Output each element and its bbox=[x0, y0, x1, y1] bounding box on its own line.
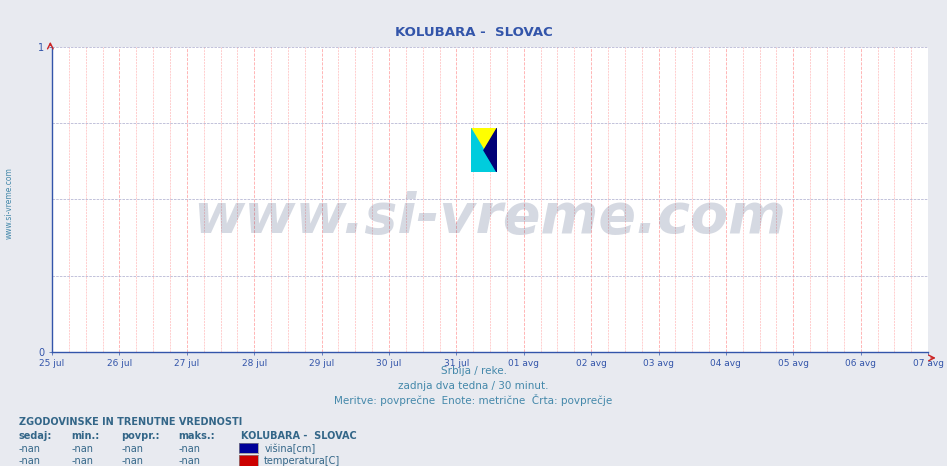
Text: Srbija / reke.: Srbija / reke. bbox=[440, 366, 507, 376]
Text: višina[cm]: višina[cm] bbox=[264, 444, 315, 454]
Text: KOLUBARA -  SLOVAC: KOLUBARA - SLOVAC bbox=[395, 26, 552, 39]
Text: -nan: -nan bbox=[121, 444, 143, 454]
Text: -nan: -nan bbox=[121, 456, 143, 466]
Text: www.si-vreme.com: www.si-vreme.com bbox=[5, 167, 14, 239]
Text: sedaj:: sedaj: bbox=[19, 431, 52, 441]
Text: -nan: -nan bbox=[19, 456, 41, 466]
Text: temperatura[C]: temperatura[C] bbox=[264, 456, 341, 466]
Text: -nan: -nan bbox=[178, 444, 200, 454]
Text: maks.:: maks.: bbox=[178, 431, 215, 441]
Text: -nan: -nan bbox=[71, 444, 93, 454]
Text: -nan: -nan bbox=[71, 456, 93, 466]
Polygon shape bbox=[484, 128, 497, 172]
Text: KOLUBARA -  SLOVAC: KOLUBARA - SLOVAC bbox=[241, 431, 357, 441]
Polygon shape bbox=[471, 128, 497, 172]
Text: ZGODOVINSKE IN TRENUTNE VREDNOSTI: ZGODOVINSKE IN TRENUTNE VREDNOSTI bbox=[19, 417, 242, 427]
Text: povpr.:: povpr.: bbox=[121, 431, 160, 441]
Polygon shape bbox=[471, 128, 497, 172]
Text: Meritve: povprečne  Enote: metrične  Črta: povprečje: Meritve: povprečne Enote: metrične Črta:… bbox=[334, 395, 613, 406]
Text: -nan: -nan bbox=[19, 444, 41, 454]
Text: -nan: -nan bbox=[178, 456, 200, 466]
Text: min.:: min.: bbox=[71, 431, 99, 441]
Text: www.si-vreme.com: www.si-vreme.com bbox=[193, 191, 787, 245]
Text: zadnja dva tedna / 30 minut.: zadnja dva tedna / 30 minut. bbox=[399, 381, 548, 391]
